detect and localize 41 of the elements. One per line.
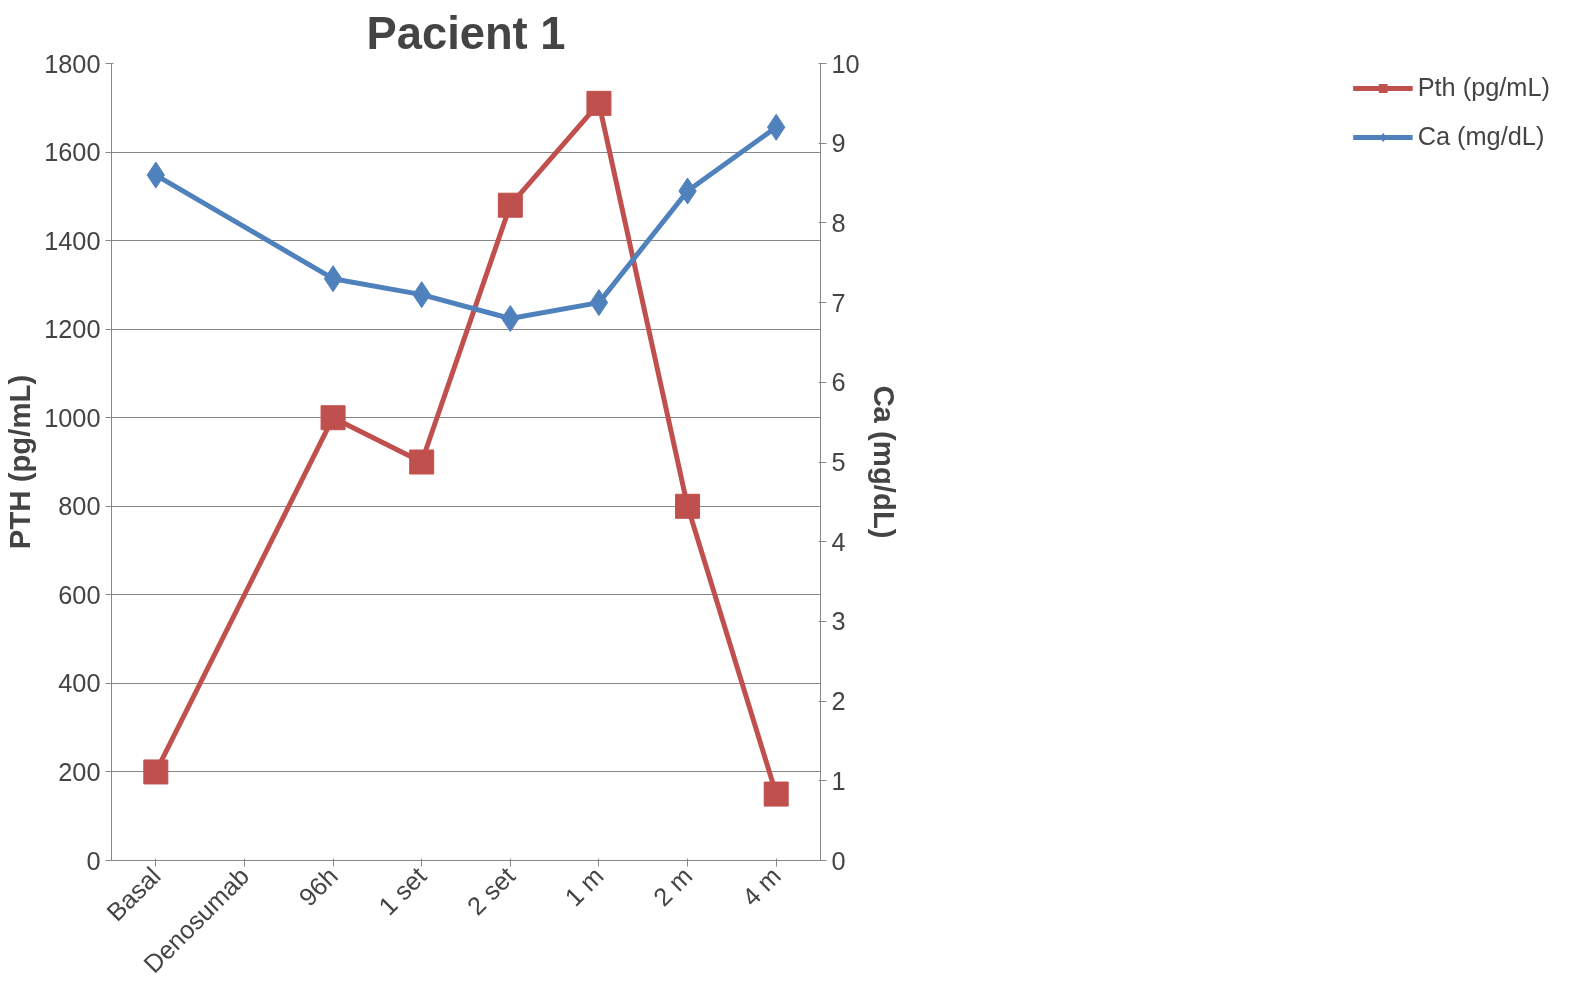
x-tick-label: 1 set xyxy=(372,861,432,921)
legend-label: Pth (pg/mL) xyxy=(1417,73,1550,102)
y2-axis-title: Ca (mg/dL) xyxy=(867,385,901,539)
point xyxy=(323,265,343,293)
y-tick-label: 1400 xyxy=(44,226,101,255)
point xyxy=(586,90,612,116)
y-tick-label: 1800 xyxy=(44,49,101,78)
point xyxy=(320,405,346,431)
y-tick-label: 400 xyxy=(58,669,101,698)
x-tick-label: 2 m xyxy=(647,861,698,912)
y-tick-label: 600 xyxy=(58,580,101,609)
y-tick-label: 1200 xyxy=(44,315,101,344)
y-tick-label: 1000 xyxy=(44,403,101,432)
y-tick-label: 0 xyxy=(86,846,101,875)
y2-tick-label: 4 xyxy=(831,527,846,556)
y2-tick-label: 2 xyxy=(831,687,846,716)
y2-tick-label: 1 xyxy=(831,766,846,795)
y2-tick-label: 6 xyxy=(831,368,846,397)
y2-tick-label: 7 xyxy=(831,288,846,317)
x-tick-label: 1 m xyxy=(559,861,609,912)
point xyxy=(409,449,435,475)
y-axis-title: PTH (pg/mL) xyxy=(3,374,37,550)
y-tick-label: 1600 xyxy=(44,138,101,167)
y-tick-label: 800 xyxy=(58,492,101,521)
y2-tick-label: 5 xyxy=(831,448,846,476)
point xyxy=(763,781,789,807)
x-tick-label: 96h xyxy=(293,861,343,912)
x-tick-label: 4 m xyxy=(736,861,787,912)
point xyxy=(497,192,523,218)
y2-tick-label: 10 xyxy=(831,49,860,78)
chart-title: Pacient 1 xyxy=(366,7,566,59)
x-tick-label: 2 set xyxy=(461,861,521,921)
point xyxy=(675,493,701,519)
y2-tick-label: 3 xyxy=(831,607,846,636)
legend-label: Ca (mg/dL) xyxy=(1417,122,1545,151)
y2-tick-label: 8 xyxy=(831,208,846,237)
y2-tick-label: 0 xyxy=(831,846,846,875)
point xyxy=(143,759,169,785)
y2-tick-label: 9 xyxy=(831,129,846,158)
y-tick-label: 200 xyxy=(58,757,101,786)
point xyxy=(589,289,609,317)
